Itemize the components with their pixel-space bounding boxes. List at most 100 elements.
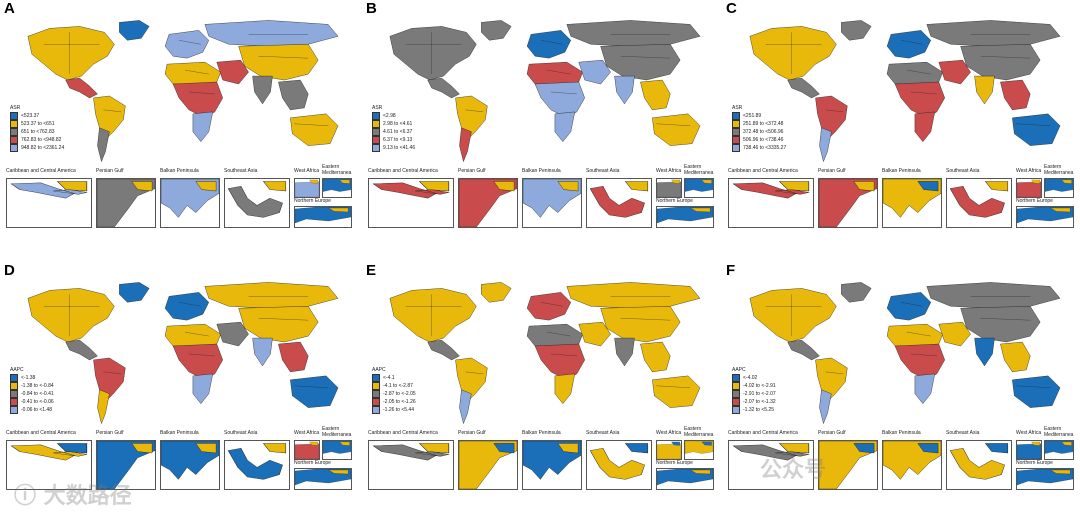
inset-label-emed: Eastern Mediterranea [322,164,352,176]
legend-label: -2.07 to <-1.32 [743,399,776,405]
region-aus [1012,375,1061,408]
region-europe [164,292,210,321]
inset-land-secondary [418,443,450,454]
inset-svg [225,179,289,227]
legend-label: -1.26 to <5.44 [383,407,414,413]
country-border [540,302,563,307]
legend-item: 9.13 to <41.46 [372,144,415,152]
inset-maps: Caribbean and Central America Persian Gul… [4,426,352,500]
inset-map-neurope [1016,206,1074,228]
inset-svg [883,441,941,489]
region-russia [204,282,339,309]
inset-label-neurope: Northern Europe [656,198,693,204]
inset-land [10,182,88,199]
legend-swatch [372,398,380,406]
inset-land-secondary [917,181,939,192]
inset-svg [1017,207,1073,227]
inset-label-emed: Eastern Mediterranea [684,426,714,438]
legend-item: -1.38 to <-0.84 [10,382,54,390]
inset-land-secondary [853,181,875,192]
inset-svg [685,441,713,459]
inset-map-caribbean [728,440,814,490]
inset-land-secondary [339,179,350,184]
region-sa [815,357,848,403]
inset-land-secondary [328,469,349,475]
region-greenland [119,282,150,303]
inset-map-caribbean [6,440,92,490]
legend-item: -1.32 to <5.25 [732,406,776,414]
inset-svg [161,441,219,489]
inset-map-seasia [224,178,290,228]
inset-maps: Caribbean and Central America Persian Gul… [366,164,714,238]
region-na [749,288,837,343]
world-map [389,20,701,163]
region-aus [1012,113,1061,146]
inset-land-secondary [309,441,318,446]
map-legend: AAPC <-4.1 -4.1 to <-2.87 -2.87 to <-2.05 -2… [370,366,418,415]
inset-map-persian [818,440,878,490]
country-border [906,331,931,337]
inset-map-neurope [656,468,714,490]
region-safrica [914,373,936,405]
panel-a: A ASR <523.37 523.37 to <651 651 to <762.83 7… [4,0,352,238]
inset-map-neurope [1016,468,1074,490]
inset-map-emed [322,440,352,460]
inset-label-balkan: Balkan Peninsula [522,168,561,174]
region-mideast [216,59,249,85]
inset-svg [7,441,91,489]
legend-swatch [10,390,18,398]
legend-swatch [372,390,380,398]
inset-svg [729,179,813,227]
inset-land-secondary [131,181,153,192]
legend-item: -4.1 to <-2.87 [372,382,416,390]
region-ca [65,77,98,99]
country-border [656,385,691,388]
inset-label-neurope: Northern Europe [294,460,331,466]
country-border [540,40,563,45]
map-legend: AAPC <-4.02 -4.02 to <-2.91 -2.91 to <-2.07… [730,366,778,415]
region-na [27,288,115,343]
region-asia [600,44,681,81]
legend-swatch [372,136,380,144]
legend-swatch [10,128,18,136]
legend-swatch [10,136,18,144]
legend-item: 372.48 to <506.96 [732,128,786,136]
country-border [188,353,215,357]
region-asia [238,44,319,81]
region-india [974,75,995,105]
inset-map-wafrica [1016,178,1042,198]
country-border [620,56,671,59]
legend-label: 251.89 to <372.48 [743,121,784,127]
inset-land [949,447,1005,480]
inset-map-balkan [882,440,942,490]
inset-map-balkan [522,178,582,228]
inset-svg [1045,179,1073,197]
region-aus [290,113,339,146]
region-greenland [481,20,512,41]
inset-land [97,179,155,227]
legend-item: 651 to <762.83 [10,128,64,136]
legend-swatch [372,382,380,390]
region-nafrica [886,61,943,85]
legend-label: -4.1 to <-2.87 [383,383,413,389]
inset-label-emed: Eastern Mediterranea [1044,426,1074,438]
inset-label-caribbean: Caribbean and Central America [728,168,798,174]
inset-land [657,443,681,459]
region-nafrica [886,323,943,347]
inset-label-emed: Eastern Mediterranea [1044,164,1074,176]
legend-label: -2.87 to <-2.05 [383,391,416,397]
legend-item: <2.98 [372,112,415,120]
country-border [178,302,201,307]
inset-map-caribbean [368,440,454,490]
watermark-left: ⓘ 大数路径 [14,484,132,509]
region-safrica [192,111,214,143]
legend-label: -0.41 to <-0.06 [21,399,54,405]
legend-item: -4.02 to <-2.91 [732,382,776,390]
inset-land-secondary [1031,441,1040,446]
inset-map-seasia [586,178,652,228]
inset-svg [97,179,155,227]
region-sa [93,357,126,403]
inset-map-emed [684,178,714,198]
inset-svg [369,179,453,227]
inset-land [732,182,810,199]
